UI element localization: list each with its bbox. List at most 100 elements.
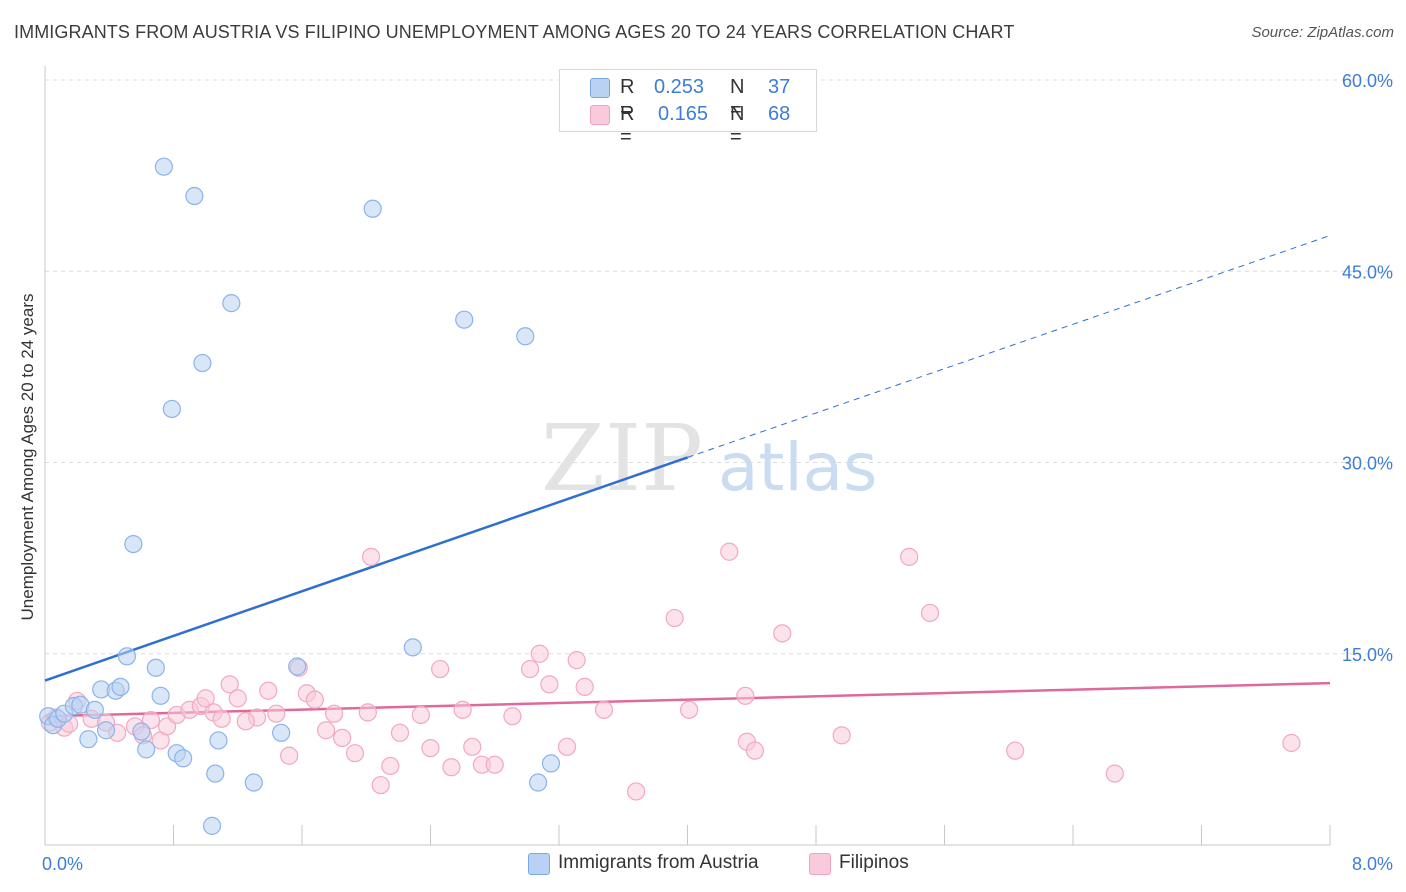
point-filipinos bbox=[325, 704, 344, 723]
point-filipinos bbox=[196, 689, 215, 708]
point-austria bbox=[529, 773, 548, 792]
y-tick-label: 15.0% bbox=[1342, 645, 1393, 665]
point-filipinos bbox=[236, 712, 255, 731]
point-austria bbox=[174, 749, 193, 768]
point-austria bbox=[85, 700, 104, 719]
point-austria bbox=[185, 186, 204, 206]
point-filipinos bbox=[503, 707, 522, 726]
chart-title: IMMIGRANTS FROM AUSTRIA VS FILIPINO UNEM… bbox=[14, 22, 1015, 42]
legend-r-label: R = bbox=[620, 103, 635, 148]
point-filipinos bbox=[900, 547, 919, 566]
point-filipinos bbox=[371, 775, 390, 795]
point-filipinos bbox=[212, 709, 231, 728]
watermark-zip: ZIP bbox=[541, 405, 703, 512]
point-filipinos bbox=[485, 755, 504, 774]
point-austria bbox=[111, 677, 130, 697]
trend-line-austria-projection bbox=[687, 235, 1331, 458]
point-filipinos bbox=[228, 689, 247, 708]
point-filipinos bbox=[567, 651, 586, 670]
x-tick-label: 0.0% bbox=[42, 854, 83, 874]
point-filipinos bbox=[720, 542, 739, 561]
point-filipinos bbox=[333, 728, 352, 748]
point-filipinos bbox=[520, 659, 540, 679]
legend-swatch-filipinos bbox=[590, 105, 610, 125]
point-austria bbox=[162, 399, 181, 419]
y-tick-label: 30.0% bbox=[1342, 454, 1393, 474]
watermark-atlas: atlas bbox=[718, 429, 878, 506]
point-filipinos bbox=[665, 608, 684, 628]
point-austria bbox=[117, 647, 137, 666]
point-filipinos bbox=[626, 782, 646, 801]
legend-swatch-austria bbox=[590, 78, 610, 98]
point-austria bbox=[403, 638, 422, 657]
point-filipinos bbox=[920, 603, 940, 623]
y-tick-label: 60.0% bbox=[1342, 71, 1393, 91]
point-austria bbox=[96, 721, 116, 740]
point-filipinos bbox=[442, 758, 461, 777]
legend-r-value: 0.253 bbox=[654, 76, 705, 98]
point-filipinos bbox=[557, 737, 577, 756]
source-credit: Source: ZipAtlas.com bbox=[1251, 24, 1394, 41]
data-points bbox=[39, 157, 1301, 835]
point-filipinos bbox=[540, 675, 559, 694]
point-austria bbox=[79, 730, 98, 749]
point-austria bbox=[455, 310, 474, 329]
point-filipinos bbox=[1006, 741, 1025, 760]
point-austria bbox=[209, 731, 228, 750]
bottom-legend-label-austria: Immigrants from Austria bbox=[558, 852, 759, 873]
point-filipinos bbox=[530, 644, 549, 663]
point-filipinos bbox=[1282, 733, 1301, 753]
point-filipinos bbox=[305, 690, 324, 709]
bottom-legend-label-filipinos: Filipinos bbox=[839, 852, 909, 873]
point-austria bbox=[146, 658, 165, 677]
grid-lines bbox=[45, 79, 1395, 655]
point-filipinos bbox=[358, 703, 377, 722]
trend-line-austria bbox=[44, 456, 688, 682]
point-filipinos bbox=[773, 624, 792, 643]
tick-labels: 15.0% 30.0% 45.0% 60.0% 0.0% 8.0% bbox=[42, 71, 1393, 874]
point-filipinos bbox=[736, 686, 755, 705]
point-austria bbox=[516, 327, 535, 346]
point-austria bbox=[137, 740, 156, 759]
point-filipinos bbox=[381, 756, 400, 776]
point-filipinos bbox=[390, 723, 410, 742]
point-austria bbox=[288, 657, 307, 676]
point-filipinos bbox=[267, 704, 286, 723]
point-austria bbox=[132, 722, 151, 741]
point-filipinos bbox=[431, 659, 450, 679]
point-austria bbox=[193, 353, 212, 373]
point-filipinos bbox=[453, 700, 472, 719]
point-filipinos bbox=[832, 726, 851, 745]
point-austria bbox=[202, 816, 222, 835]
point-filipinos bbox=[745, 741, 765, 760]
point-filipinos bbox=[361, 547, 381, 566]
legend-r-label: R = bbox=[620, 76, 635, 121]
point-filipinos bbox=[1105, 764, 1124, 783]
point-filipinos bbox=[411, 705, 430, 725]
point-austria bbox=[154, 157, 173, 176]
watermark: ZIP atlas bbox=[541, 405, 878, 512]
point-austria bbox=[541, 754, 561, 773]
point-filipinos bbox=[280, 746, 299, 765]
point-austria bbox=[272, 723, 291, 742]
point-austria bbox=[124, 534, 143, 554]
correlation-legend: R = 0.253 N = 37 R = 0.165 N = 68 bbox=[559, 69, 817, 148]
y-tick-label: 45.0% bbox=[1342, 262, 1393, 282]
x-tick-label: 8.0% bbox=[1352, 854, 1393, 874]
point-austria bbox=[151, 686, 170, 705]
point-filipinos bbox=[421, 738, 440, 758]
bottom-legend-swatch-austria bbox=[528, 853, 550, 875]
point-filipinos bbox=[463, 737, 482, 756]
point-filipinos bbox=[680, 700, 699, 719]
point-austria bbox=[222, 294, 241, 313]
legend-n-label: N = bbox=[730, 76, 745, 121]
point-filipinos bbox=[316, 721, 336, 740]
point-filipinos bbox=[575, 677, 594, 697]
legend-n-value: 68 bbox=[768, 103, 791, 125]
legend-n-value: 37 bbox=[768, 76, 791, 98]
point-filipinos bbox=[220, 675, 239, 694]
point-austria bbox=[206, 764, 225, 783]
point-austria bbox=[244, 773, 263, 792]
legend-r-value: 0.165 bbox=[658, 103, 709, 125]
